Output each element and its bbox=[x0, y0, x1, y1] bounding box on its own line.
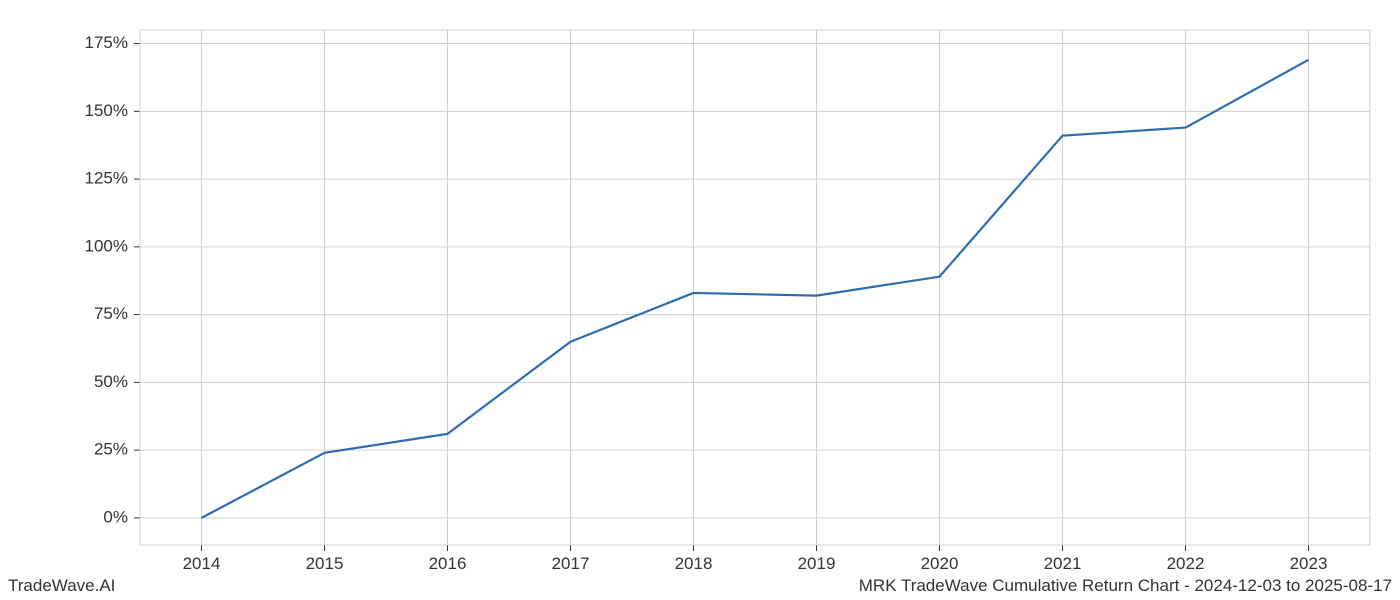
y-tick-label: 0% bbox=[103, 507, 128, 526]
y-tick-label: 25% bbox=[94, 440, 128, 459]
y-tick-label: 50% bbox=[94, 372, 128, 391]
x-tick-label: 2020 bbox=[921, 554, 959, 573]
x-tick-label: 2023 bbox=[1290, 554, 1328, 573]
line-chart: 0% 25% 50% 75% 100% 125% 150% 175% 2014 2015 2016 2… bbox=[0, 0, 1400, 600]
chart-footer: TradeWave.AI MRK TradeWave Cumulative Re… bbox=[0, 576, 1400, 596]
y-tick-label: 175% bbox=[85, 33, 128, 52]
x-tick-label: 2015 bbox=[306, 554, 344, 573]
x-tick-label: 2022 bbox=[1167, 554, 1205, 573]
x-tick-label: 2014 bbox=[183, 554, 221, 573]
y-tick-label: 150% bbox=[85, 101, 128, 120]
y-tick-label: 100% bbox=[85, 236, 128, 255]
chart-background bbox=[0, 0, 1400, 600]
y-tick-label: 125% bbox=[85, 169, 128, 188]
x-tick-label: 2021 bbox=[1044, 554, 1082, 573]
x-tick-label: 2019 bbox=[798, 554, 836, 573]
footer-left-label: TradeWave.AI bbox=[8, 576, 115, 596]
y-tick-label: 75% bbox=[94, 304, 128, 323]
chart-container: 0% 25% 50% 75% 100% 125% 150% 175% 2014 2015 2016 2… bbox=[0, 0, 1400, 600]
x-tick-label: 2017 bbox=[552, 554, 590, 573]
x-tick-label: 2018 bbox=[675, 554, 713, 573]
x-tick-label: 2016 bbox=[429, 554, 467, 573]
footer-right-label: MRK TradeWave Cumulative Return Chart - … bbox=[859, 576, 1392, 596]
